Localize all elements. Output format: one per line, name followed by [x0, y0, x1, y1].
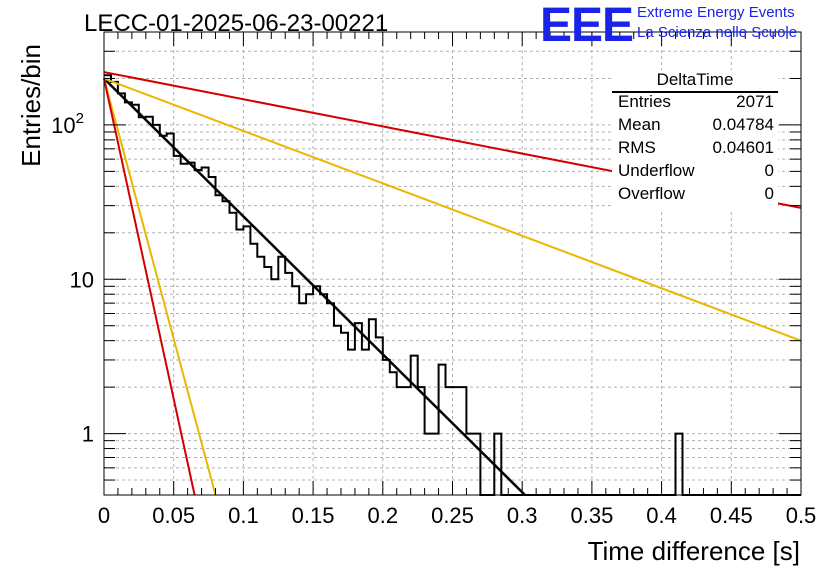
x-tick-label: 0.25 — [431, 503, 474, 528]
stats-label: Overflow — [618, 184, 686, 203]
y-tick-label: 1 — [82, 422, 94, 447]
x-axis-label: Time difference [s] — [588, 536, 800, 566]
x-tick-label: 0 — [98, 503, 110, 528]
stats-value: 0.04784 — [712, 115, 774, 134]
brand-text: Extreme Energy Events La Scienza nelle S… — [637, 3, 797, 43]
stats-label: Entries — [618, 92, 671, 111]
stats-label: Underflow — [618, 161, 695, 180]
x-tick-label: 0.5 — [786, 503, 817, 528]
stats-value: 0.04601 — [712, 138, 774, 157]
stats-row-entries: Entries 2071 — [618, 92, 774, 115]
x-tick-label: 0.2 — [368, 503, 399, 528]
fit-curve-4 — [103, 78, 196, 496]
x-tick-label: 0.45 — [710, 503, 753, 528]
stats-row-mean: Mean 0.04784 — [618, 115, 774, 138]
stats-row-overflow: Overflow 0 — [618, 184, 774, 207]
grid — [104, 31, 801, 496]
fit-curve-0 — [103, 77, 526, 496]
x-tick-label: 0.05 — [152, 503, 195, 528]
x-tick-label: 0.1 — [228, 503, 259, 528]
stats-label: RMS — [618, 138, 656, 157]
y-tick-label: 10 — [70, 267, 94, 292]
stats-row-rms: RMS 0.04601 — [618, 138, 774, 161]
stats-divider — [612, 91, 778, 93]
fit-curve-3 — [103, 78, 217, 496]
x-tick-label: 0.4 — [646, 503, 677, 528]
brand-line-2: La Scienza nelle Scuole — [637, 24, 798, 41]
brand-line-1: Extreme Energy Events — [637, 4, 795, 21]
y-tick-label: 102 — [51, 110, 84, 138]
fit-curves — [103, 71, 802, 496]
stats-row-underflow: Underflow 0 — [618, 161, 774, 184]
stats-box: DeltaTime Entries 2071 Mean 0.04784 RMS … — [612, 70, 778, 210]
y-tick-labels: 1 10 102 — [51, 110, 94, 447]
stats-value: 2071 — [736, 92, 774, 111]
x-tick-label: 0.15 — [292, 503, 335, 528]
x-tick-label: 0.35 — [570, 503, 613, 528]
axis-ticks — [103, 31, 802, 496]
eee-logo: EEE — [540, 0, 634, 52]
stats-label: Mean — [618, 115, 661, 134]
stats-header: DeltaTime — [656, 70, 734, 89]
fit-curve-1 — [103, 77, 802, 342]
x-tick-label: 0.3 — [507, 503, 538, 528]
stats-value: 0 — [764, 161, 774, 180]
y-axis-label: Entries/bin — [16, 44, 46, 167]
chart-title: LECC-01-2025-06-23-00221 — [84, 10, 389, 37]
x-tick-labels: 0 0.05 0.1 0.15 0.2 0.25 0.3 0.35 0.4 0.45 0.5 — [98, 503, 816, 528]
stats-value: 0 — [764, 184, 774, 203]
